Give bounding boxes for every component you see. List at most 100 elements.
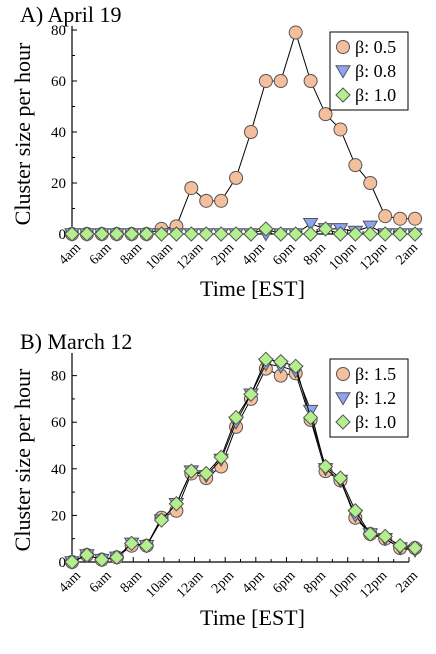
legend-marker-1 — [336, 40, 350, 54]
data-point — [64, 226, 80, 242]
legend-label-2: β: 0.8 — [355, 61, 396, 81]
data-point — [123, 535, 140, 552]
y-tick-label: 40 — [51, 462, 66, 478]
data-point — [109, 226, 125, 242]
legend-marker-3 — [335, 414, 351, 430]
y-tick-label: 0 — [59, 227, 67, 243]
data-point — [64, 554, 80, 570]
x-tick-label: 12am — [174, 568, 207, 601]
data-point — [184, 181, 199, 196]
data-point — [363, 176, 378, 190]
x-axis-label: Time [EST] — [200, 605, 305, 630]
x-tick-label: 4pm — [240, 568, 268, 596]
x-tick-label: 8pm — [301, 240, 329, 268]
y-tick-label: 80 — [51, 23, 66, 39]
data-point — [138, 226, 155, 242]
data-point — [168, 496, 185, 512]
legend: β: 1.5 β: 1.2 β: 1.0 — [329, 358, 409, 438]
data-point — [407, 226, 423, 242]
x-tick-label: 2pm — [209, 240, 237, 268]
data-point — [138, 537, 155, 554]
data-point — [348, 158, 363, 173]
data-point — [317, 458, 334, 475]
y-axis-label: Cluster size per hour — [10, 368, 35, 551]
x-tick-label: 10pm — [327, 568, 360, 601]
x-tick-label: 12pm — [357, 568, 390, 601]
data-point — [273, 226, 289, 242]
data-point — [302, 226, 319, 242]
y-tick-label: 60 — [51, 74, 66, 90]
series-3 — [64, 351, 423, 570]
legend: β: 0.5 β: 0.8 β: 1.0 — [329, 31, 409, 111]
data-point — [243, 386, 259, 402]
data-point — [302, 409, 319, 426]
x-tick-label: 4am — [56, 240, 84, 268]
data-point — [287, 226, 304, 242]
data-point — [123, 226, 140, 242]
data-point — [302, 218, 319, 232]
x-tick-label: 8am — [118, 240, 146, 268]
data-point — [229, 170, 244, 185]
y-tick-label: 80 — [51, 369, 66, 385]
data-point — [228, 226, 244, 242]
x-tick-label: 6am — [87, 568, 115, 596]
x-tick-label: 6pm — [270, 240, 298, 268]
data-point — [318, 107, 333, 122]
data-point — [258, 221, 274, 237]
data-point — [347, 503, 364, 519]
x-tick-label: 10pm — [327, 240, 360, 273]
data-point — [333, 122, 348, 137]
y-tick-label: 60 — [51, 415, 66, 431]
data-point — [243, 125, 258, 139]
data-point — [183, 463, 200, 479]
data-point — [377, 528, 393, 545]
x-tick-label: 10am — [143, 240, 176, 273]
data-point — [228, 409, 244, 426]
x-tick-label: 8am — [118, 568, 146, 596]
x-tick-label: 4am — [56, 568, 84, 596]
data-point — [153, 226, 170, 242]
y-tick-label: 40 — [51, 125, 66, 141]
legend-label-2: β: 1.2 — [355, 388, 396, 408]
data-point — [213, 226, 229, 242]
data-point — [243, 226, 259, 242]
legend-marker-2 — [335, 392, 351, 406]
series-3 — [64, 221, 423, 242]
data-point — [94, 226, 110, 242]
data-point — [303, 74, 318, 88]
y-axis-label: Cluster size per hour — [10, 42, 35, 225]
chart-title: A) April 19 — [20, 2, 121, 27]
data-point — [317, 221, 334, 237]
x-tick-label: 6pm — [270, 568, 298, 596]
legend-marker-1 — [336, 367, 350, 381]
legend-marker-2 — [335, 65, 351, 79]
data-point — [408, 211, 422, 226]
data-point — [332, 470, 349, 486]
legend-marker-3 — [335, 87, 351, 103]
data-point — [79, 547, 95, 563]
data-point — [79, 226, 95, 242]
x-tick-label: 2pm — [209, 568, 237, 596]
data-point — [332, 226, 349, 242]
data-point — [347, 226, 364, 242]
data-point — [393, 211, 408, 226]
data-point — [183, 226, 200, 242]
chart-title: B) March 12 — [20, 329, 132, 354]
legend-label-1: β: 1.5 — [355, 364, 396, 384]
x-tick-label: 8pm — [301, 568, 329, 596]
data-point — [214, 193, 229, 208]
data-point — [288, 25, 303, 40]
data-point — [287, 358, 304, 375]
data-point — [362, 526, 378, 542]
x-tick-label: 12am — [174, 240, 207, 273]
data-point — [377, 226, 393, 242]
x-tick-label: 2am — [393, 568, 421, 596]
x-tick-label: 12pm — [357, 240, 390, 273]
data-point — [94, 551, 110, 568]
data-point — [407, 540, 423, 556]
y-tick-label: 0 — [59, 555, 67, 571]
data-point — [168, 226, 185, 242]
